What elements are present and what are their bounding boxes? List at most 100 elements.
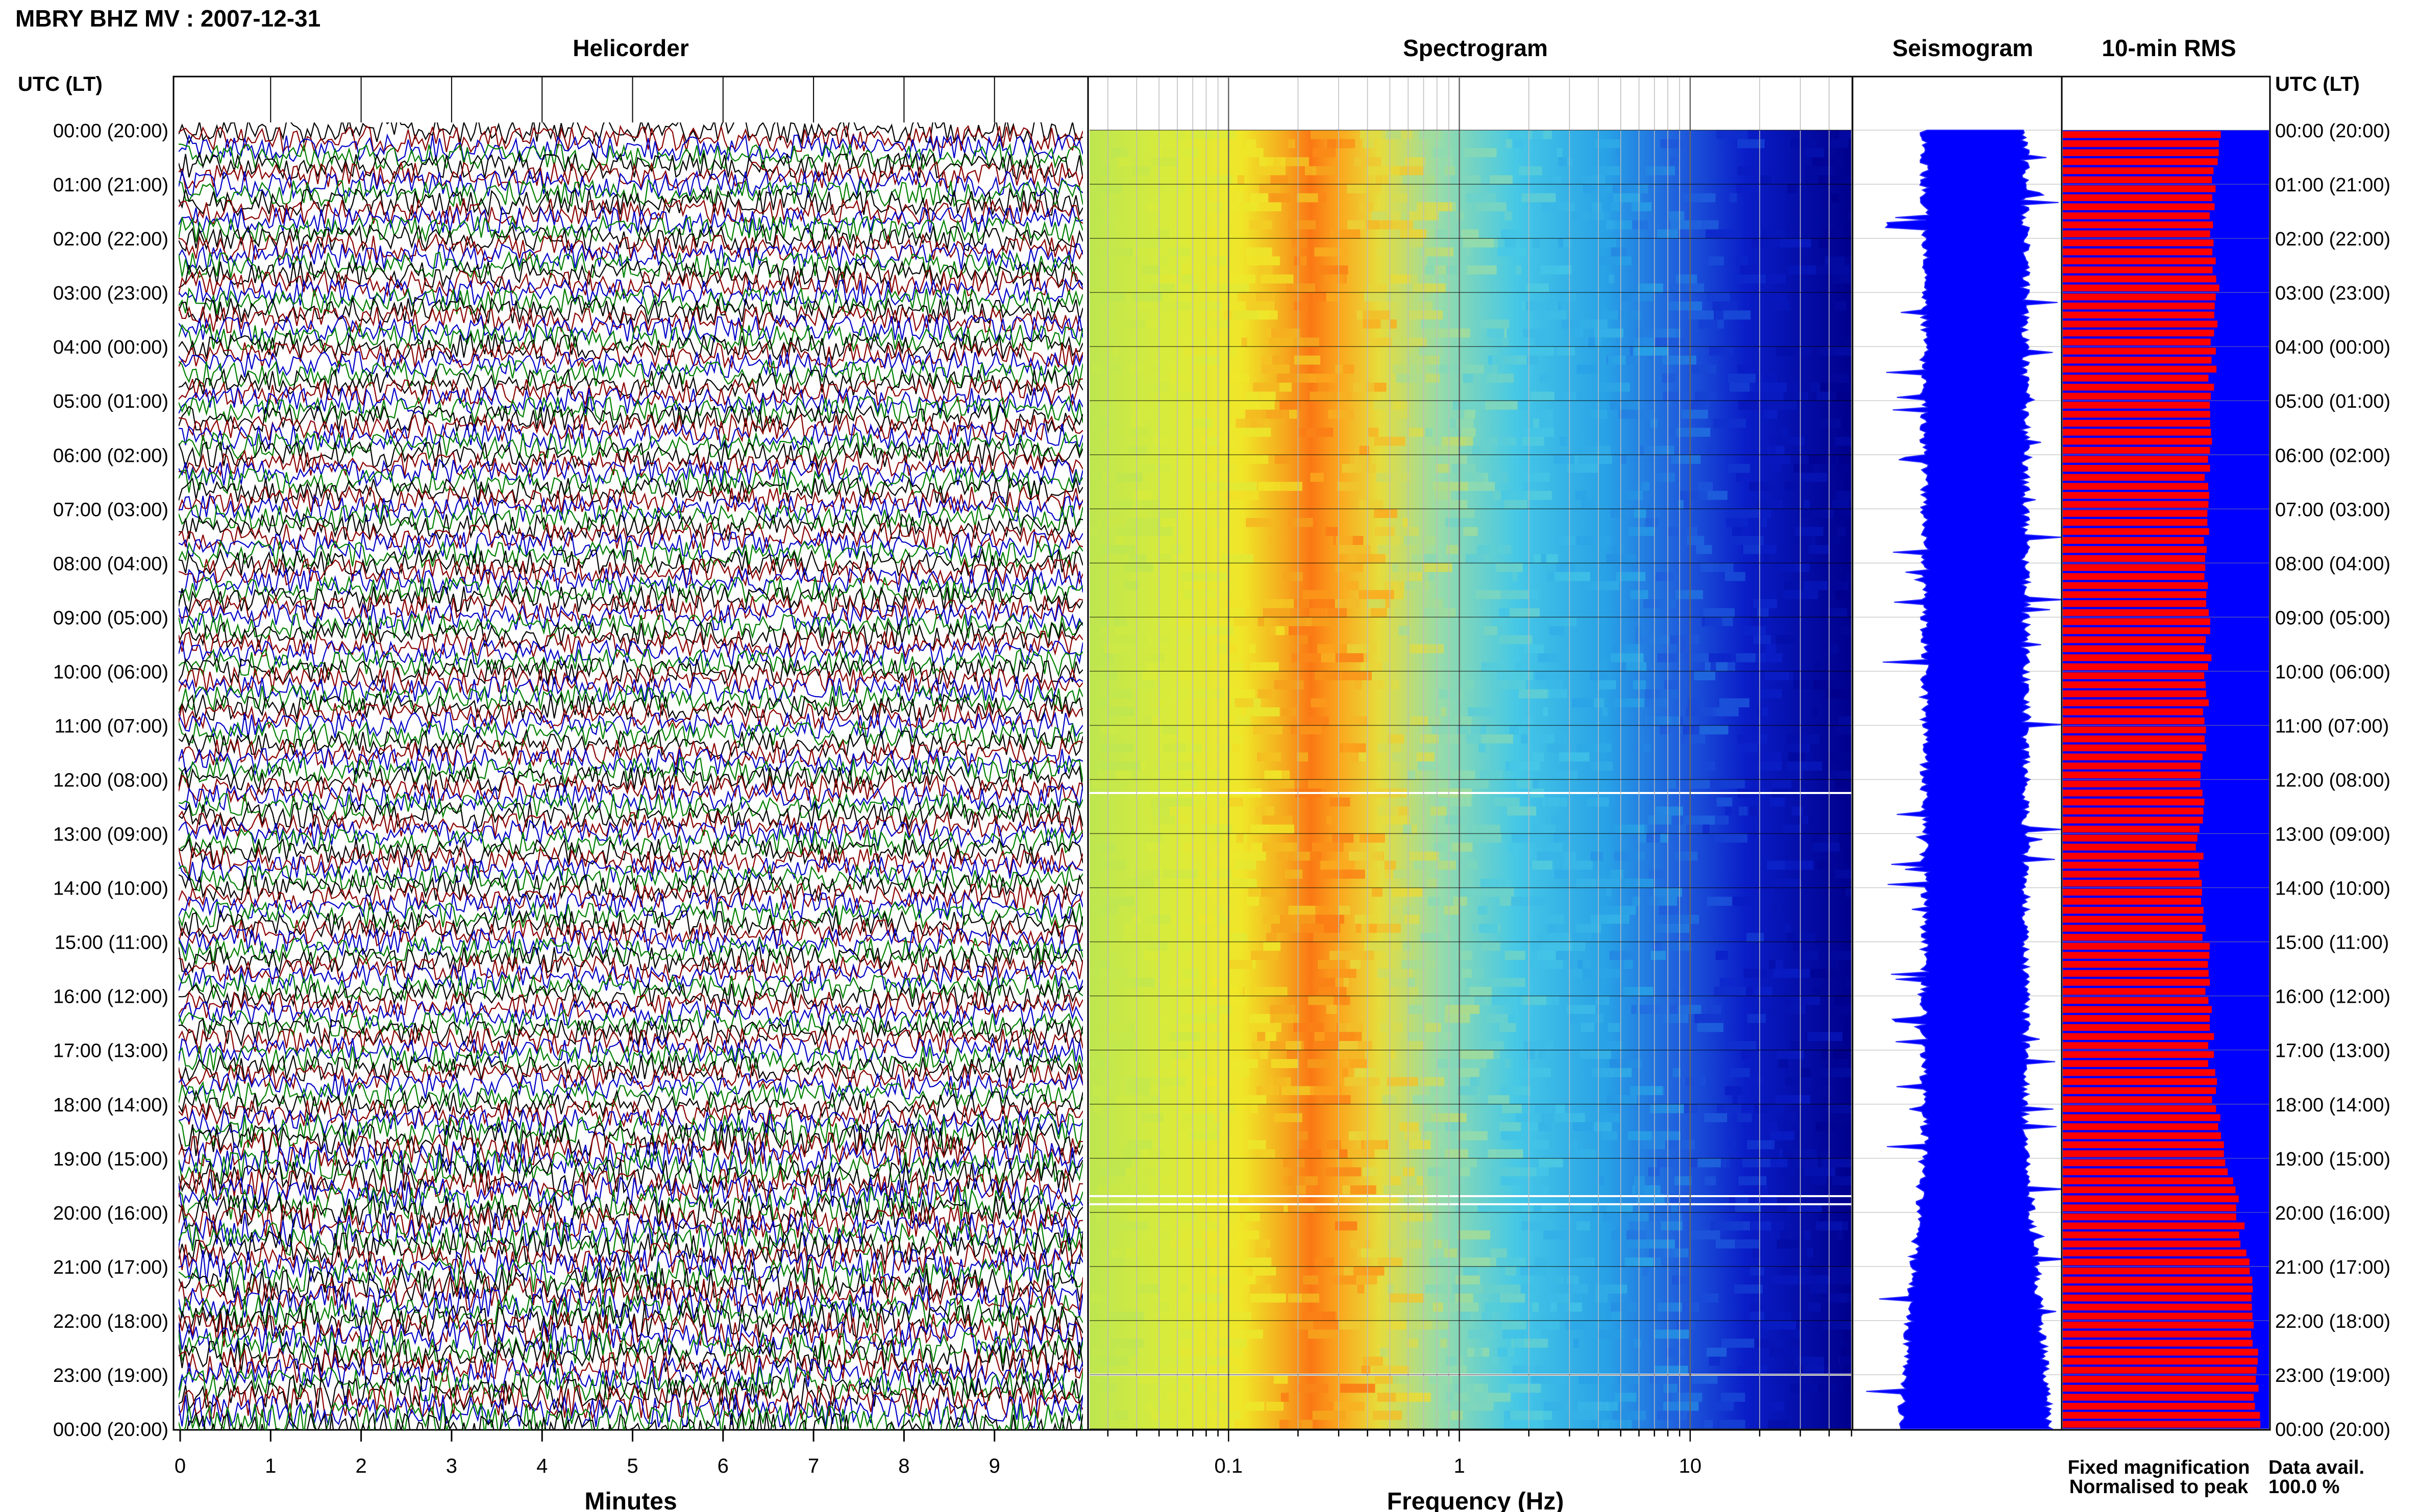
rms-bar [2063,1241,2241,1248]
spectrogram-cell [1124,924,1137,933]
spectrogram-cell [1675,274,1697,284]
spectrogram-cell [1708,445,1716,455]
spectrogram-cell [1794,391,1809,401]
spectrogram-cell [1120,1185,1129,1195]
spectrogram-cell [1773,905,1782,915]
spectrogram-cell [1181,969,1199,978]
helicorder-trace [179,125,1083,154]
spectrogram-cell [1481,941,1500,951]
helicorder-trace [179,161,1083,190]
spectrogram-cell [1131,409,1153,419]
spectrogram-cell [1812,842,1840,852]
spectrogram-cell [1548,689,1568,699]
spectrogram-cell [1127,445,1148,455]
spectrogram-cell [1835,283,1845,293]
rms-bar [2063,248,2213,256]
spectrogram-cell [1342,1068,1348,1077]
spectrogram-cell [1431,1320,1449,1330]
spectrogram-cell [1790,139,1816,148]
spectrogram-cell [1112,1257,1125,1267]
spectrogram-cell [1161,274,1181,284]
rms-bar [2063,609,2209,616]
helicorder-xlabel: Minutes [584,1488,677,1512]
spectrogram-cell [1182,924,1201,933]
spectrogram-cell [1110,933,1118,942]
spectrogram-cell [1502,1329,1535,1339]
spectrogram-cell [1714,987,1746,996]
helicorder-trace [179,639,1083,668]
spectrogram-cell [1643,599,1676,608]
spectrogram-cell [1126,1140,1152,1150]
spectrogram-cell [1257,1149,1275,1158]
spectrogram-cell [1307,1059,1330,1069]
hour-label-left: 02:00 (22:00) [53,229,168,250]
spectrogram-cell [1567,1005,1596,1014]
spectrogram-cell [1683,815,1715,825]
spectrogram-cell [1405,157,1425,166]
spectrogram-cell [1488,996,1517,1005]
spectrogram-cell [1487,374,1514,383]
spectrogram-cell [1206,283,1226,293]
spectrogram-cell [1609,274,1614,284]
spectrogram-cell [1628,1221,1642,1231]
spectrogram-cell [1146,914,1171,924]
spectrogram-cell [1440,1239,1449,1249]
spectrogram-cell [1632,220,1649,230]
spectrogram-cell [1727,1140,1736,1150]
spectrogram-cell [1409,644,1426,654]
spectrogram-cell [1527,1122,1539,1131]
spectrogram-cell [1377,969,1413,978]
helicorder-trace [179,323,1083,353]
spectrogram-cell [1090,1059,1105,1069]
spectrogram-cell [1462,265,1497,275]
helicorder-tick-label: 7 [808,1455,819,1477]
spectrogram-cell [1262,842,1297,852]
spectrogram-cell [1491,1356,1499,1366]
spectrogram-cell [1553,833,1573,843]
spectrogram-cell [1320,1032,1355,1042]
spectrogram-cell [1129,1212,1155,1222]
spectrogram-cell [1141,265,1160,275]
spectrogram-cell [1338,545,1371,554]
spectrogram-cell [1123,1149,1139,1158]
spectrogram-cell [1392,1375,1417,1384]
spectrogram-cell [1162,870,1198,879]
spectrogram-cell [1607,1095,1637,1104]
spectrogram-cell [1652,870,1668,879]
rms-bar [2063,465,2210,472]
spectrogram-cell [1712,301,1738,311]
helicorder-trace [179,1027,1083,1056]
spectrogram-cell [1110,1339,1144,1348]
spectrogram-cell [1648,815,1672,825]
spectrogram-cell [1207,1239,1237,1249]
spectrogram-cell [1803,1167,1836,1177]
spectrogram-cell [1188,860,1202,870]
spectrogram-cell [1386,292,1400,302]
rms-bar [2063,348,2216,355]
rms-bar [2063,1033,2214,1040]
rms-bar [2063,546,2207,553]
spectrogram-cell [1597,1329,1623,1339]
spectrogram-cell [1318,960,1346,969]
spectrogram-cell [1337,482,1362,491]
spectrogram-cell [1672,1068,1681,1077]
spectrogram-cell [1233,617,1253,627]
rms-bar [2063,780,2201,787]
spectrogram-cell [1488,1095,1510,1104]
rms-bar [2063,744,2206,752]
spectrogram-cell [1606,1203,1633,1212]
spectrogram-cell [1592,202,1602,212]
spectrogram-cell [1556,951,1573,960]
rms-bar [2063,1249,2247,1256]
spectrogram-cell [1412,815,1425,825]
spectrogram-cell [1763,1320,1796,1330]
rms-bar [2063,708,2203,715]
spectrogram-cell [1664,914,1699,924]
spectrogram-cell [1468,1329,1494,1339]
spectrogram-cell [1709,653,1732,662]
spectrogram-cell [1420,1077,1445,1086]
rms-bar [2063,1051,2214,1058]
spectrogram-cell [1404,1131,1421,1141]
spectrogram-cell [1288,518,1313,527]
spectrogram-cell [1598,1176,1605,1185]
